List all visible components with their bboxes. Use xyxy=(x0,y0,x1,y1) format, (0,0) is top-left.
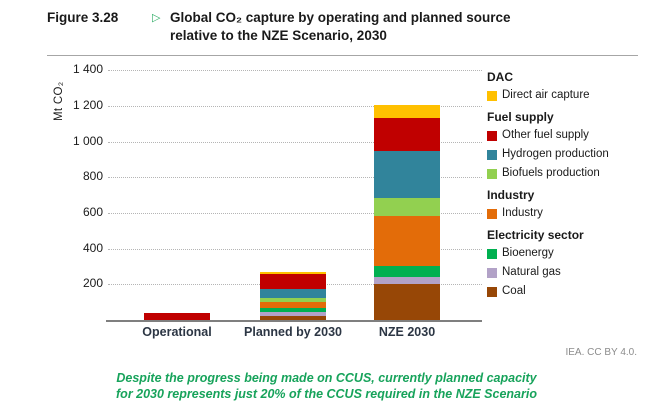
gridline-800 xyxy=(108,177,482,179)
y-axis-tick-label: 800 xyxy=(82,169,103,184)
bar-segment-coal xyxy=(374,284,440,320)
key-message-caption: Despite the progress being made on CCUS,… xyxy=(0,370,653,402)
gridline-1400 xyxy=(108,70,482,72)
legend-item-direct-air-capture: Direct air capture xyxy=(487,89,647,102)
stacked-bar-nze-2030 xyxy=(374,104,440,320)
legend-item-coal: Coal xyxy=(487,285,647,298)
gridline-400 xyxy=(108,248,482,250)
legend-item-hydrogen-production: Hydrogen production xyxy=(487,148,647,161)
gridline-1000 xyxy=(108,141,482,143)
legend-group-header: DAC xyxy=(487,70,513,84)
bar-segment-hydrogen-production xyxy=(374,151,440,198)
legend-item-label: Bioenergy xyxy=(502,247,554,259)
legend-swatch-icon xyxy=(487,90,497,101)
legend-group-header: Industry xyxy=(487,188,535,202)
legend-item-other-fuel-supply: Other fuel supply xyxy=(487,129,647,142)
legend-swatch-icon xyxy=(487,248,497,259)
x-axis-label-nze-2030: NZE 2030 xyxy=(378,325,436,339)
bar-segment-biofuels-production xyxy=(260,297,326,303)
bar-segment-biofuels-production xyxy=(374,197,440,216)
legend-item-natural-gas: Natural gas xyxy=(487,266,647,279)
bar-segment-bioenergy xyxy=(260,307,326,312)
bar-segment-bioenergy xyxy=(374,265,440,278)
legend-swatch-icon xyxy=(487,130,497,141)
gridline-1200 xyxy=(108,105,482,107)
caption-line2: for 2030 represents just 20% of the CCUS… xyxy=(116,387,537,401)
legend-item-label: Coal xyxy=(502,285,526,297)
legend: DAC Direct air capture Fuel supply Other fu… xyxy=(487,71,647,307)
x-axis-label-planned-by-2030: Planned by 2030 xyxy=(244,325,342,339)
legend-group-dac: DAC Direct air capture xyxy=(487,71,647,102)
figure-title: Figure 3.28 ▷ Global CO₂ capture by oper… xyxy=(47,9,511,45)
legend-swatch-icon xyxy=(487,267,497,278)
bar-segment-other-fuel-supply xyxy=(260,273,326,289)
gridline-600 xyxy=(108,212,482,214)
stacked-bar-planned-by-2030 xyxy=(260,271,326,320)
legend-item-label: Natural gas xyxy=(502,266,561,278)
legend-group-header: Electricity sector xyxy=(487,228,584,242)
legend-group-industry: Industry Industry xyxy=(487,189,647,220)
legend-item-biofuels-production: Biofuels production xyxy=(487,167,647,180)
legend-swatch-icon xyxy=(487,208,497,219)
attribution-text: IEA. CC BY 4.0. xyxy=(565,347,637,358)
y-axis-tick-label: 1 400 xyxy=(72,62,103,77)
legend-item-label: Industry xyxy=(502,207,543,219)
legend-group-fuel-supply: Fuel supply Other fuel supply Hydrogen pro… xyxy=(487,111,647,180)
legend-swatch-icon xyxy=(487,168,497,179)
legend-group-header: Fuel supply xyxy=(487,110,554,124)
legend-swatch-icon xyxy=(487,286,497,297)
bar-segment-hydrogen-production xyxy=(260,288,326,298)
figure-title-text: Global CO₂ capture by operating and plan… xyxy=(170,9,511,45)
legend-group-electricity-sector: Electricity sector Bioenergy Natural gas Co… xyxy=(487,229,647,298)
figure-title-line2: relative to the NZE Scenario, 2030 xyxy=(170,28,387,43)
legend-item-label: Biofuels production xyxy=(502,167,600,179)
bar-segment-other-fuel-supply xyxy=(144,312,210,320)
caption-line1: Despite the progress being made on CCUS,… xyxy=(116,371,537,385)
bar-segment-industry xyxy=(374,215,440,266)
figure-number: Figure 3.28 xyxy=(47,10,119,25)
figure-marker-triangle-icon: ▷ xyxy=(152,12,161,24)
x-axis-label-operational: Operational xyxy=(142,325,212,339)
legend-item-label: Direct air capture xyxy=(502,89,590,101)
bar-segment-direct-air-capture xyxy=(374,104,440,119)
legend-item-industry: Industry xyxy=(487,207,647,220)
y-axis-tick-label: 1 200 xyxy=(72,97,103,112)
bar-segment-natural-gas xyxy=(260,311,326,316)
stacked-bar-operational xyxy=(144,312,210,320)
bar-segment-direct-air-capture xyxy=(260,271,326,274)
bar-segment-natural-gas xyxy=(374,277,440,285)
bar-segment-other-fuel-supply xyxy=(374,118,440,152)
title-divider xyxy=(47,55,638,56)
y-axis-tick-label: 1 000 xyxy=(72,133,103,148)
y-axis-tick-label: 400 xyxy=(82,240,103,255)
bar-segment-industry xyxy=(260,302,326,308)
y-axis-tick-label: 200 xyxy=(82,276,103,291)
y-axis-tick-label: 600 xyxy=(82,204,103,219)
legend-swatch-icon xyxy=(487,149,497,160)
legend-item-label: Other fuel supply xyxy=(502,129,589,141)
legend-item-bioenergy: Bioenergy xyxy=(487,247,647,260)
plot-area xyxy=(106,65,482,322)
figure-title-line1: Global CO₂ capture by operating and plan… xyxy=(170,10,511,25)
legend-item-label: Hydrogen production xyxy=(502,148,609,160)
bar-segment-coal xyxy=(260,315,326,320)
